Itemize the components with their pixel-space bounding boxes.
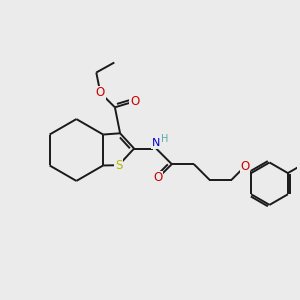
- Text: H: H: [161, 134, 168, 144]
- Text: O: O: [96, 86, 105, 99]
- Text: N: N: [152, 138, 160, 148]
- Text: S: S: [115, 159, 122, 172]
- Text: O: O: [130, 95, 139, 108]
- Text: O: O: [154, 171, 163, 184]
- Text: O: O: [241, 160, 250, 173]
